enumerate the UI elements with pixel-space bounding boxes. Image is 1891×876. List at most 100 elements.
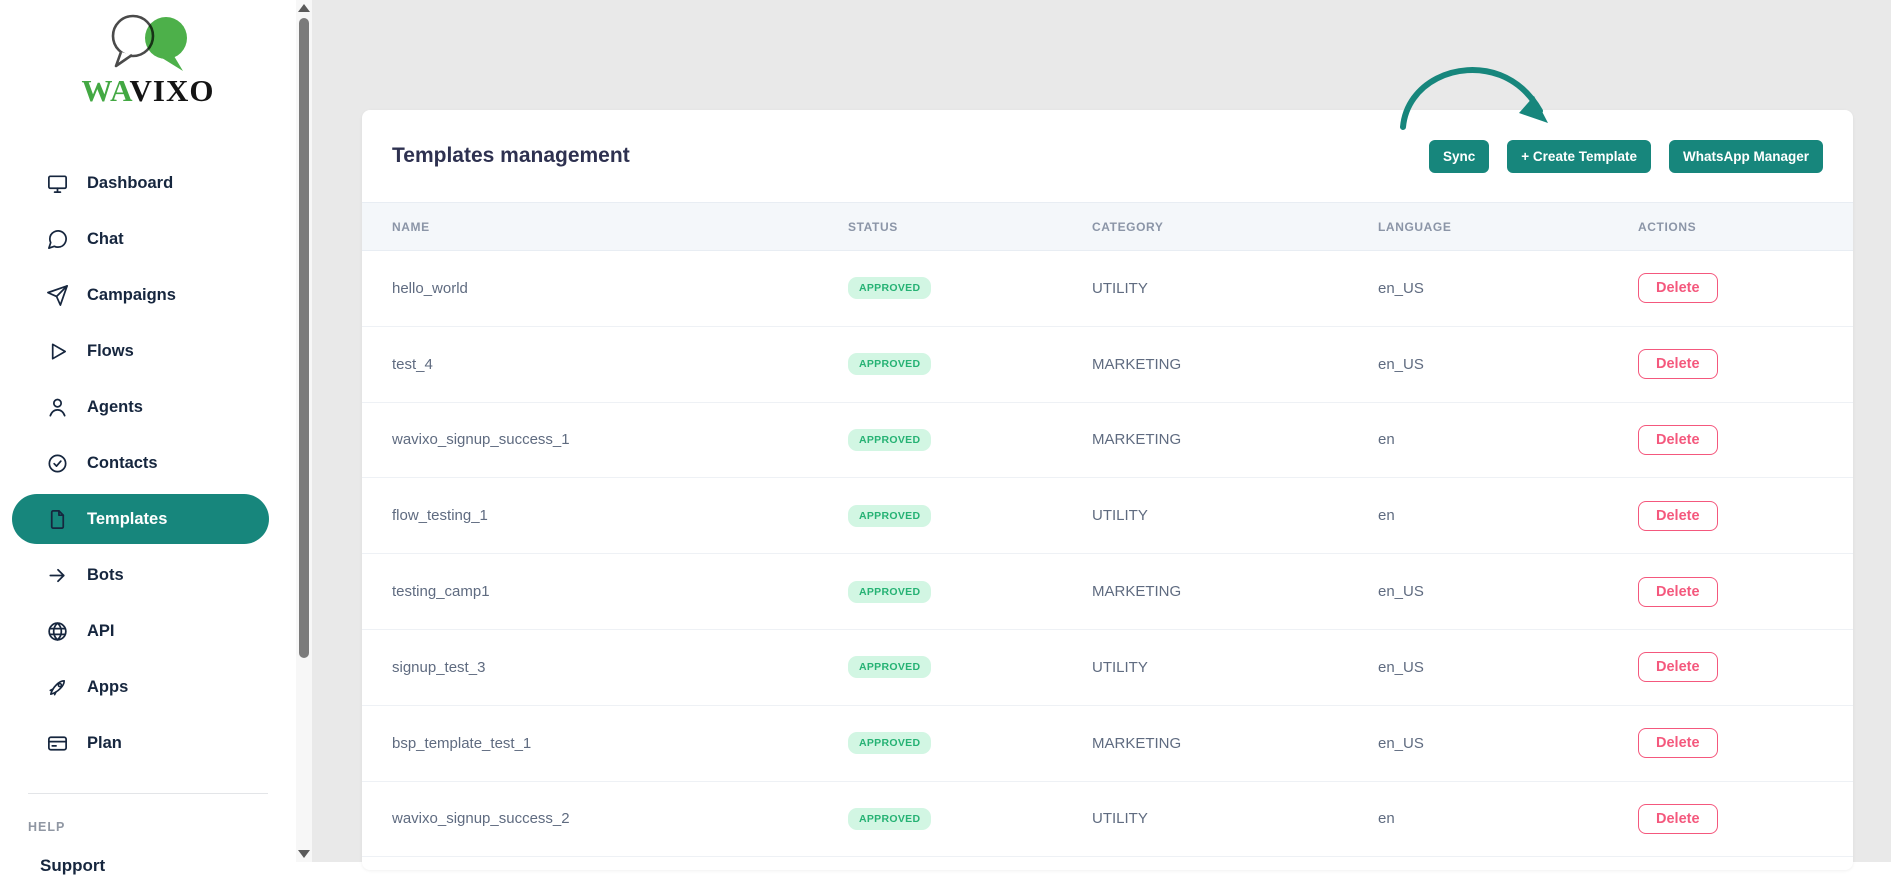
status-badge: APPROVED [848,807,932,830]
sidebar-item-templates[interactable]: Templates [12,494,269,544]
template-category: MARKETING [1092,734,1182,752]
sidebar-item-label: Plan [87,733,122,752]
delete-button[interactable]: Delete [1638,576,1718,607]
template-category: UTILITY [1092,507,1148,525]
table-row: test_4 APPROVED MARKETING en_US Delete [362,327,1853,403]
file-icon [46,508,69,531]
table-row: wavixo_signup_success_1 APPROVED MARKETI… [362,403,1853,479]
rocket-icon [46,676,69,699]
sidebar-item-plan[interactable]: Plan [0,715,296,771]
sidebar-item-chat[interactable]: Chat [0,211,296,267]
vertical-scrollbar[interactable] [296,0,312,862]
template-name: hello_world [392,279,468,297]
status-badge: APPROVED [848,353,932,376]
delete-button[interactable]: Delete [1638,803,1718,834]
sidebar-item-label: Contacts [87,453,158,472]
template-category: MARKETING [1092,431,1182,449]
table-row: testing_camp1 APPROVED MARKETING en_US D… [362,554,1853,630]
template-language: en [1378,507,1395,525]
sidebar-divider [28,793,268,794]
sidebar-item-label: Bots [87,565,124,584]
sidebar-item-api[interactable]: API [0,603,296,659]
sidebar-item-dashboard[interactable]: Dashboard [0,155,296,211]
template-language: en_US [1378,658,1424,676]
scroll-down-button[interactable] [298,850,310,858]
status-badge: APPROVED [848,732,932,755]
status-badge: APPROVED [848,656,932,679]
template-category: MARKETING [1092,355,1182,373]
template-category: UTILITY [1092,810,1148,828]
template-name: wavixo_signup_success_2 [392,810,570,828]
template-language: en_US [1378,279,1424,297]
column-header-status: STATUS [848,219,898,234]
template-name: flow_testing_1 [392,507,488,525]
sync-button[interactable]: Sync [1429,139,1490,173]
help-section-heading: HELP [28,820,66,834]
template-language: en [1378,431,1395,449]
badge-check-icon [46,452,69,475]
sidebar-item-contacts[interactable]: Contacts [0,435,296,491]
template-language: en_US [1378,734,1424,752]
table-header: NAME STATUS CATEGORY LANGUAGE ACTIONS [362,202,1853,251]
sidebar-item-label: Agents [87,397,143,416]
template-category: UTILITY [1092,658,1148,676]
template-category: MARKETING [1092,583,1182,601]
template-language: en_US [1378,355,1424,373]
sidebar-item-bots[interactable]: Bots [0,547,296,603]
template-language: en_US [1378,583,1424,601]
sidebar-item-support[interactable]: Support [40,856,106,875]
table-row: signup_test_3 APPROVED UTILITY en_US Del… [362,630,1853,706]
status-badge: APPROVED [848,580,932,603]
delete-button[interactable]: Delete [1638,728,1718,759]
status-badge: APPROVED [848,428,932,451]
column-header-name: NAME [392,219,430,234]
templates-card: Templates management Sync + Create Templ… [362,110,1853,870]
column-header-category: CATEGORY [1092,219,1164,234]
template-name: signup_test_3 [392,658,486,676]
globe-icon [46,620,69,643]
play-icon [46,340,69,363]
template-name: test_4 [392,355,433,373]
delete-button[interactable]: Delete [1638,652,1718,683]
table-row: flow_testing_1 APPROVED UTILITY en Delet… [362,478,1853,555]
sidebar-item-label: Apps [87,677,129,696]
card-header: Templates management Sync + Create Templ… [362,110,1853,202]
delete-button[interactable]: Delete [1638,424,1718,455]
create-template-button[interactable]: + Create Template [1507,139,1651,173]
sidebar-item-label: Flows [87,341,134,360]
sidebar-item-label: API [87,621,115,640]
sidebar-item-agents[interactable]: Agents [0,379,296,435]
status-badge: APPROVED [848,277,932,300]
monitor-icon [46,172,69,195]
template-name: bsp_template_test_1 [392,734,532,752]
table-row: wavixo_signup_success_2 APPROVED UTILITY… [362,782,1853,858]
sidebar-item-label: Templates [87,509,168,528]
sidebar-item-label: Dashboard [87,173,174,192]
arrow-right-icon [46,564,69,587]
sidebar-nav: Dashboard Chat Campaigns Flows Agents [0,155,296,771]
scrollbar-thumb[interactable] [299,18,309,658]
sidebar: WAVIXO Dashboard Chat Campaigns Flows [0,0,296,875]
sidebar-item-flows[interactable]: Flows [0,323,296,379]
column-header-actions: ACTIONS [1638,219,1697,234]
template-name: wavixo_signup_success_1 [392,431,570,449]
delete-button[interactable]: Delete [1638,500,1718,531]
sidebar-item-apps[interactable]: Apps [0,659,296,715]
credit-card-icon [46,732,69,755]
send-icon [46,284,69,307]
status-badge: APPROVED [848,504,932,527]
sidebar-item-label: Campaigns [87,285,176,304]
template-language: en [1378,810,1395,828]
delete-button[interactable]: Delete [1638,273,1718,304]
toolbar: Sync + Create Template WhatsApp Manager [1429,139,1823,173]
speech-bubbles-icon [111,14,187,71]
whatsapp-manager-button[interactable]: WhatsApp Manager [1668,139,1823,173]
scroll-up-button[interactable] [298,4,310,12]
page-title: Templates management [392,144,630,167]
table-row: bsp_template_test_1 APPROVED MARKETING e… [362,706,1853,782]
main-content: Templates management Sync + Create Templ… [312,0,1891,870]
delete-button[interactable]: Delete [1638,349,1718,380]
brand-logo[interactable]: WAVIXO [0,0,296,109]
column-header-language: LANGUAGE [1378,219,1452,234]
sidebar-item-campaigns[interactable]: Campaigns [0,267,296,323]
